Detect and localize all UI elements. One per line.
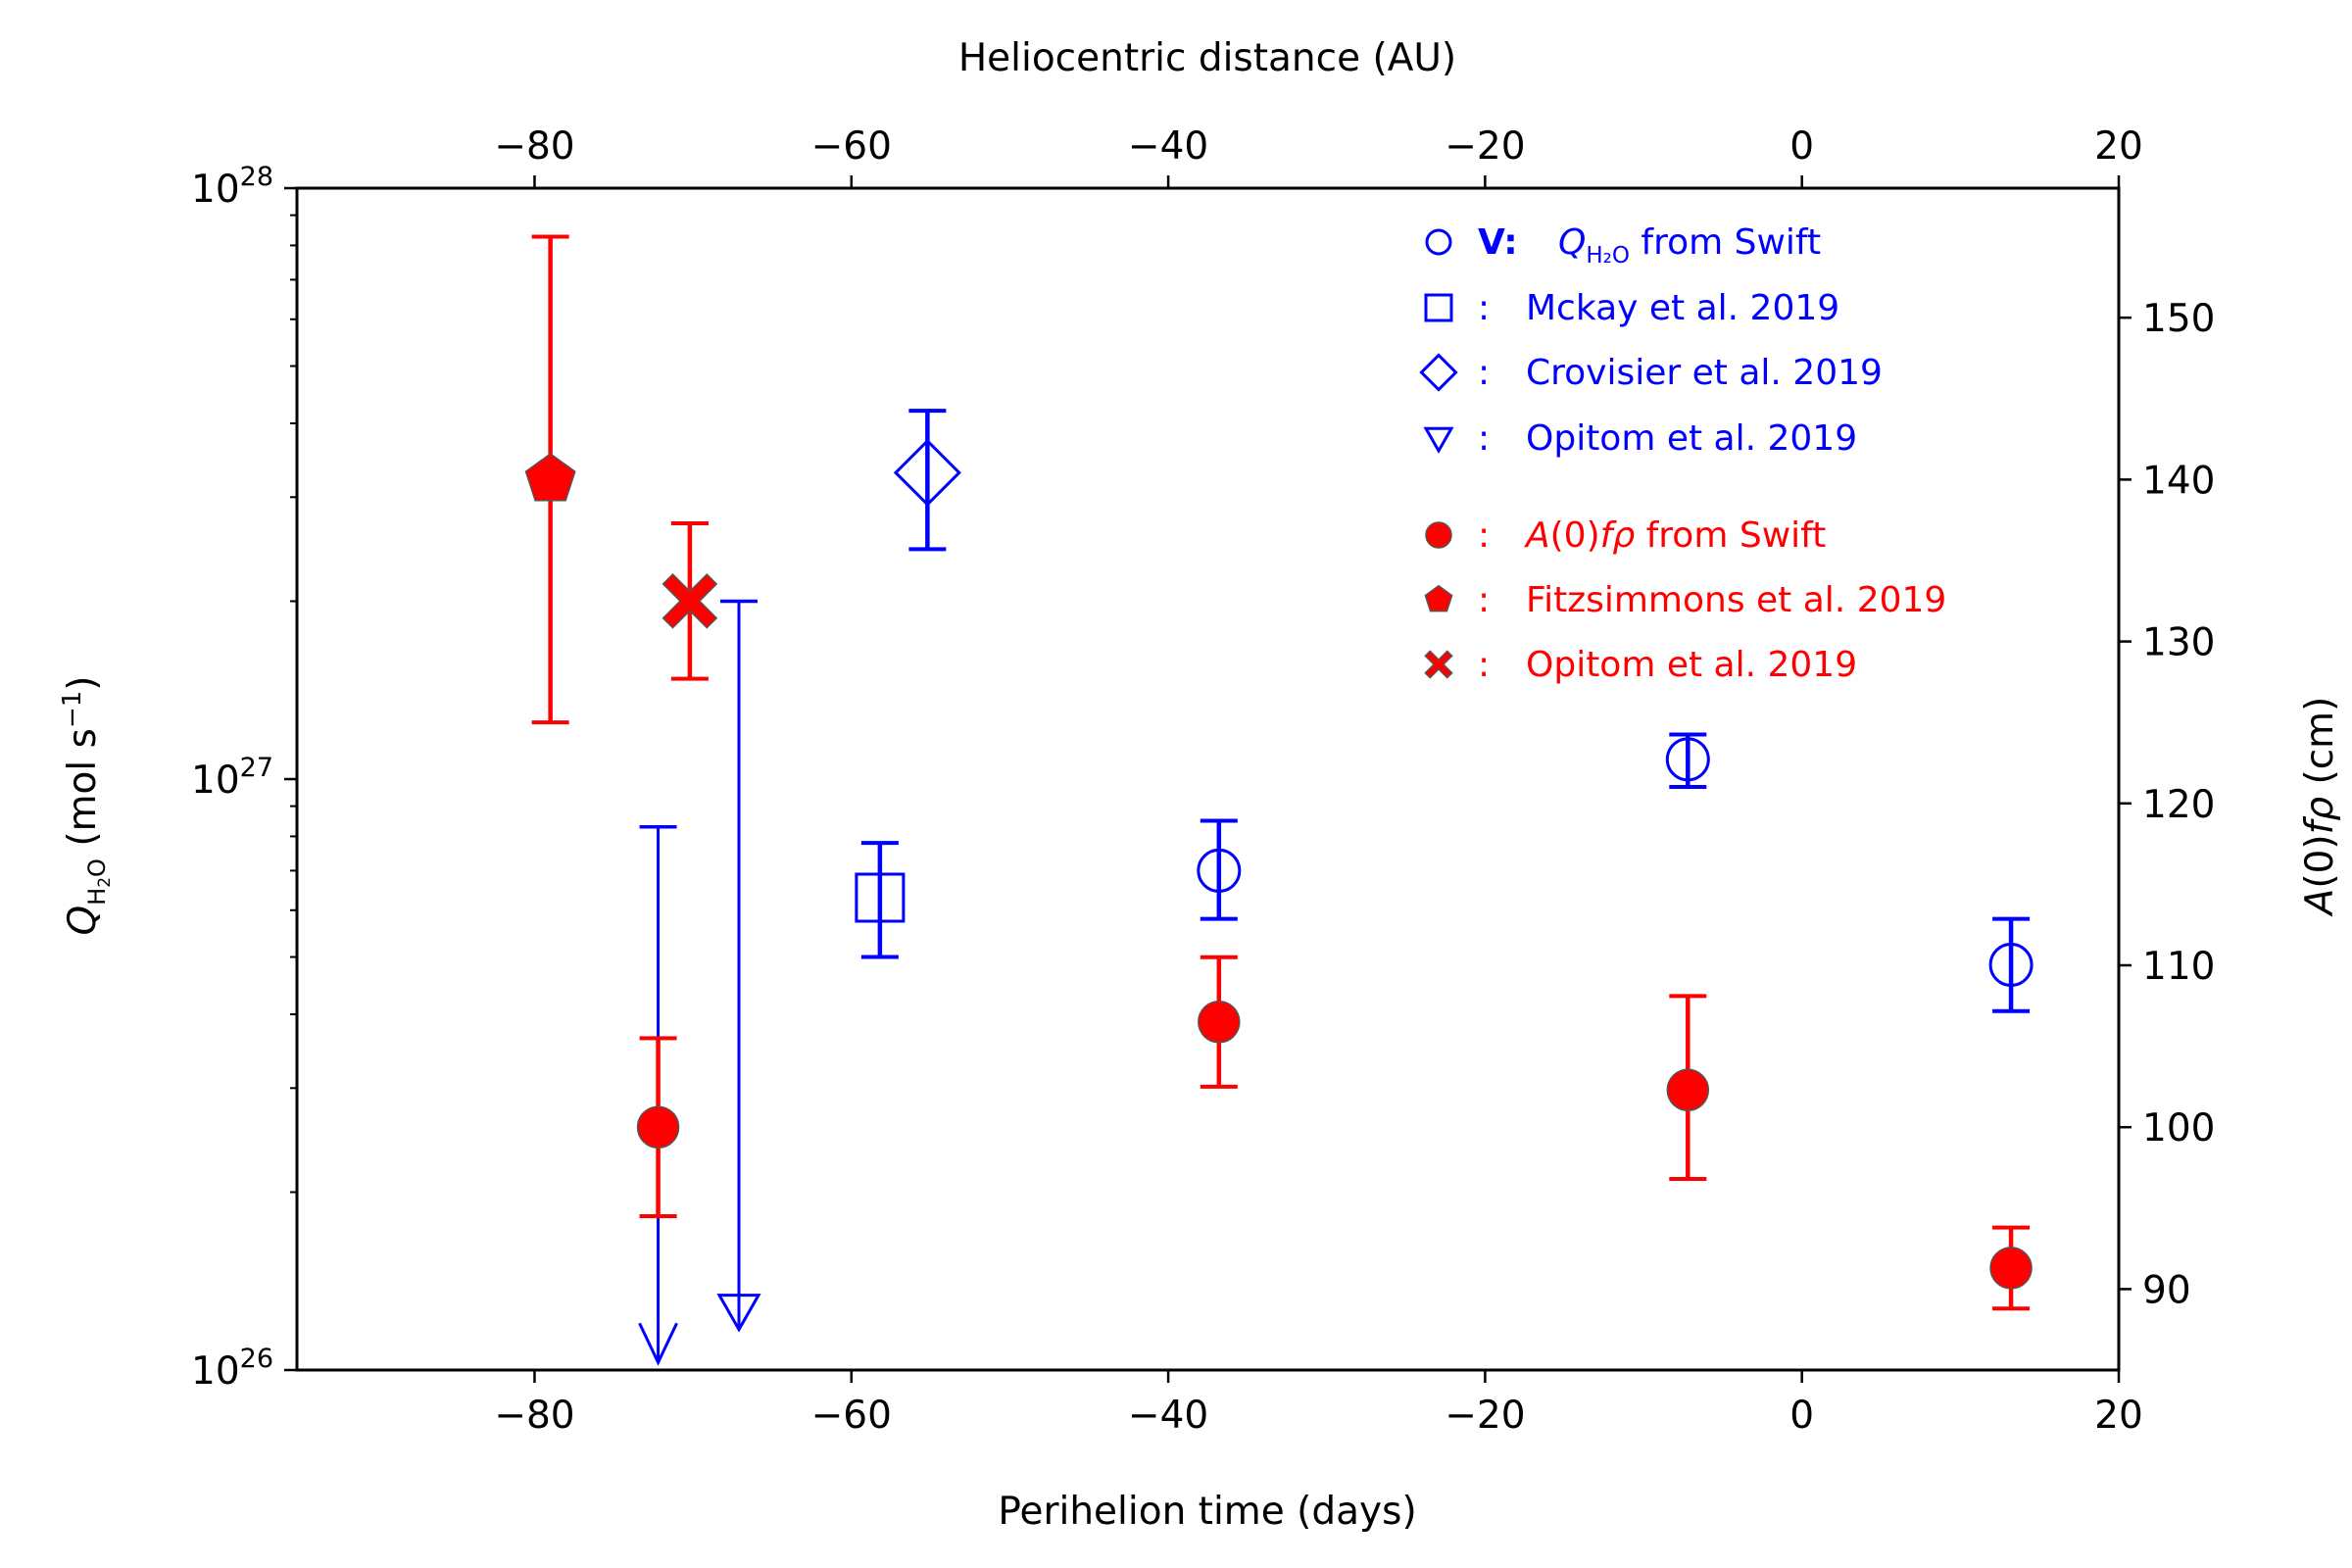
legend-prefix: : xyxy=(1478,418,1490,459)
legend-marker xyxy=(1419,353,1458,392)
legend-marker xyxy=(1425,228,1452,256)
legend-entry: : Crovisier et al. 2019 xyxy=(1419,353,1883,393)
x-axis-label: Perihelion time (days) xyxy=(998,1490,1416,1534)
upper-limit-marker xyxy=(716,1294,761,1333)
y-axis-label-sub-2: 2 xyxy=(95,877,115,888)
x2-tick-label: 0 xyxy=(1789,124,1814,169)
y-axis-label-q: Q xyxy=(61,906,105,936)
y-tick-label: 1028 xyxy=(191,162,273,212)
series-square-left xyxy=(855,841,906,959)
legend-marker xyxy=(1424,650,1453,679)
y2-axis-label-units: (cm) xyxy=(2298,697,2342,797)
legend-label: Opitom et al. 2019 xyxy=(1526,418,1857,459)
series-circle-right xyxy=(636,955,2033,1311)
data-point xyxy=(1197,848,1242,893)
data-layer xyxy=(524,234,2034,1366)
x-tick-label: −40 xyxy=(1128,1394,1208,1438)
y2-tick-label: 90 xyxy=(2142,1268,2191,1312)
legend-prefix: : xyxy=(1478,353,1490,393)
upper-limit-arrow xyxy=(638,1322,678,1366)
y2-tick-label: 130 xyxy=(2142,621,2215,665)
legend-prefix: V: xyxy=(1478,222,1518,263)
legend-label: Crovisier et al. 2019 xyxy=(1526,353,1883,393)
legend-marker xyxy=(1424,293,1453,322)
legend-entry: : Mckay et al. 2019 xyxy=(1424,288,1839,328)
legend-prefix: : xyxy=(1478,288,1490,328)
x2-axis-label: Heliocentric distance (AU) xyxy=(958,36,1456,80)
x2-tick-label: −20 xyxy=(1445,124,1525,169)
data-point xyxy=(636,1105,680,1149)
legend-prefix: : xyxy=(1478,515,1490,556)
y2-tick-label: 120 xyxy=(2142,783,2215,827)
legend-prefix: : xyxy=(1478,645,1490,685)
legend-entry: : Opitom et al. 2019 xyxy=(1424,645,1857,685)
legend: V: QH₂O from Swift: Mckay et al. 2019: Crov… xyxy=(1419,222,1946,685)
legend-label: QH₂O from Swift xyxy=(1558,222,1821,269)
x-tick-label: 0 xyxy=(1789,1394,1814,1438)
data-point xyxy=(1666,1068,1710,1111)
svg-text:QH2O (mol s−1): QH2O (mol s−1) xyxy=(58,675,115,935)
y2-tick-label: 140 xyxy=(2142,459,2215,503)
data-point xyxy=(1665,737,1710,782)
data-point xyxy=(1198,1001,1241,1044)
legend-label: Fitzsimmons et al. 2019 xyxy=(1526,580,1946,620)
data-point xyxy=(662,572,718,629)
y2-tick-label: 100 xyxy=(2142,1106,2215,1151)
series-pentagon-right xyxy=(524,234,576,725)
y2-tick-label: 150 xyxy=(2142,297,2215,341)
y-axis-label-units: (mol s xyxy=(61,728,105,858)
legend-entry: : Fitzsimmons et al. 2019 xyxy=(1424,580,1946,620)
series-x_filled-right xyxy=(662,520,718,681)
y-axis-label-close: ) xyxy=(61,675,105,690)
data-point xyxy=(1988,942,2034,987)
y-tick-label: 1026 xyxy=(191,1344,273,1394)
legend-label: Opitom et al. 2019 xyxy=(1526,645,1857,685)
legend-marker xyxy=(1423,426,1454,455)
data-point xyxy=(855,872,906,923)
data-point xyxy=(524,453,576,502)
series-triangle_down-left xyxy=(716,599,761,1333)
y-axis-label-sub-o: O xyxy=(83,858,111,877)
x-tick-label: 20 xyxy=(2094,1394,2143,1438)
x-tick-label: −80 xyxy=(494,1394,574,1438)
x-tick-label: −20 xyxy=(1445,1394,1525,1438)
y-axis-label-exp: −1 xyxy=(58,691,87,728)
series-diamond-left xyxy=(893,409,961,552)
data-point xyxy=(1989,1247,2033,1290)
axes-layer: −80 −80 −60 −60 −40 −40 −20 −20 0 0 20 20 1026 1027 10… xyxy=(191,124,2215,1438)
x-tick-label: −60 xyxy=(811,1394,892,1438)
legend-marker xyxy=(1425,521,1452,549)
y-axis-label: QH2O (mol s−1) xyxy=(58,675,115,935)
y2-tick-label: 110 xyxy=(2142,945,2215,989)
y-axis-label-sub-h: H xyxy=(83,888,111,906)
legend-entry: V: QH₂O from Swift xyxy=(1425,222,1821,269)
y2-axis-label: A(0)fρ (cm) xyxy=(2298,697,2342,918)
x2-tick-label: 20 xyxy=(2094,124,2143,169)
legend-entry: : Opitom et al. 2019 xyxy=(1423,418,1857,459)
y2-axis-label-a: A xyxy=(2298,889,2342,918)
legend-marker xyxy=(1424,584,1453,612)
legend-entry: : A(0)fρ from Swift xyxy=(1425,515,1826,556)
legend-label: A(0)fρ from Swift xyxy=(1524,515,1826,556)
y2-axis-label-zero: (0) xyxy=(2298,834,2342,888)
y2-axis-label-frho: fρ xyxy=(2298,797,2342,835)
svg-text:A(0)fρ (cm): A(0)fρ (cm) xyxy=(2298,697,2342,918)
legend-prefix: : xyxy=(1478,580,1490,620)
x2-tick-label: −40 xyxy=(1128,124,1208,169)
y-tick-label: 1027 xyxy=(191,753,273,803)
data-point xyxy=(893,438,961,507)
x2-tick-label: −80 xyxy=(494,124,574,169)
x2-tick-label: −60 xyxy=(811,124,892,169)
legend-label: Mckay et al. 2019 xyxy=(1526,288,1839,328)
